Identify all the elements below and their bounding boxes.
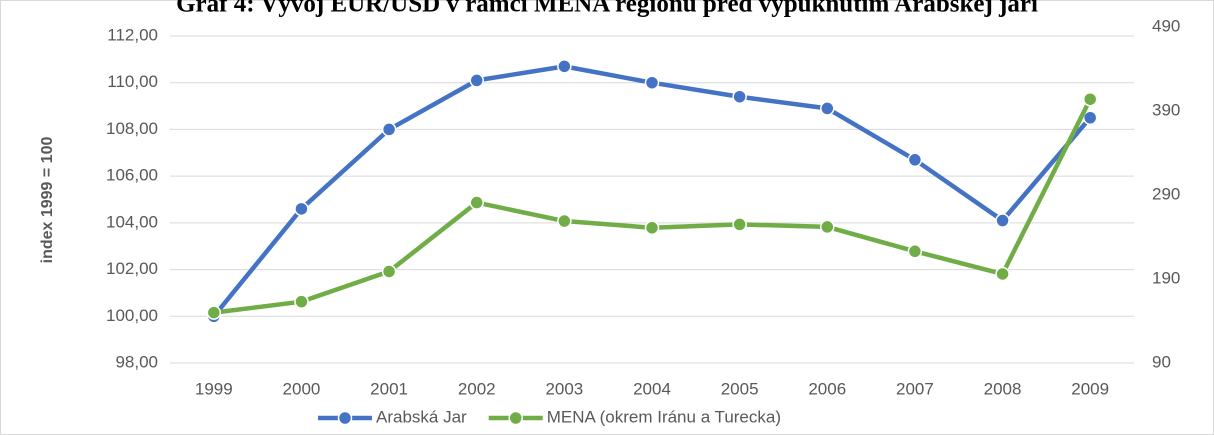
- point: [907, 152, 923, 168]
- point: [1082, 91, 1098, 107]
- point: [732, 217, 747, 232]
- x-tick-label: 2000: [283, 379, 321, 398]
- y2-tick-label: 490: [1152, 16, 1180, 35]
- x-tick-label: 2001: [370, 379, 408, 398]
- point: [644, 220, 660, 236]
- y-tick-label: 104,00: [106, 212, 158, 231]
- legend-label: MENA (okrem Iránu a Turecka): [547, 407, 781, 426]
- x-tick-label: 1999: [195, 379, 233, 398]
- x-tick-label: 2008: [984, 379, 1022, 398]
- x-tick-label: 2007: [896, 379, 934, 398]
- point: [469, 73, 484, 88]
- point: [294, 294, 309, 309]
- y2-tick-label: 90: [1152, 352, 1171, 371]
- point: [381, 264, 397, 279]
- x-tick-label: 2005: [721, 379, 759, 398]
- point: [644, 75, 660, 90]
- x-tick-label: 2009: [1071, 379, 1109, 398]
- x-tick-label: 2006: [808, 379, 846, 398]
- series-line: [213, 98, 1093, 315]
- x-tick-label: 2004: [633, 379, 671, 398]
- point: [1082, 110, 1098, 125]
- point: [732, 89, 747, 104]
- point: [469, 195, 484, 210]
- y2-tick-label: 290: [1152, 184, 1180, 203]
- y-tick-label: 106,00: [106, 166, 158, 185]
- y-tick-label: 110,00: [107, 72, 158, 91]
- legend-marker: [508, 410, 523, 426]
- point: [820, 101, 835, 116]
- x-tick-label: 2003: [545, 379, 583, 398]
- y2-tick-label: 390: [1152, 100, 1180, 119]
- y-tick-label: 98,00: [115, 352, 158, 371]
- point: [907, 244, 923, 259]
- y-tick-label: 112,00: [107, 25, 158, 44]
- point: [995, 266, 1010, 282]
- y-tick-label: 102,00: [106, 259, 158, 278]
- point: [820, 219, 835, 235]
- y2-tick-label: 190: [1152, 268, 1180, 287]
- chart-title: Graf 4: Vývoj EUR/USD v rámci MENA regió…: [176, 0, 1038, 18]
- point: [995, 213, 1010, 228]
- point: [557, 59, 572, 74]
- legend-label: Arabská Jar: [376, 407, 467, 426]
- y-axis-label: index 1999 = 100: [39, 137, 56, 264]
- x-tick-label: 2002: [458, 379, 496, 398]
- y-tick-label: 108,00: [106, 119, 158, 138]
- point: [381, 122, 397, 137]
- y-tick-label: 100,00: [106, 306, 158, 325]
- legend-marker: [337, 410, 353, 426]
- series-line: [212, 64, 1092, 318]
- point: [557, 213, 572, 229]
- point: [206, 305, 222, 320]
- point: [294, 201, 309, 217]
